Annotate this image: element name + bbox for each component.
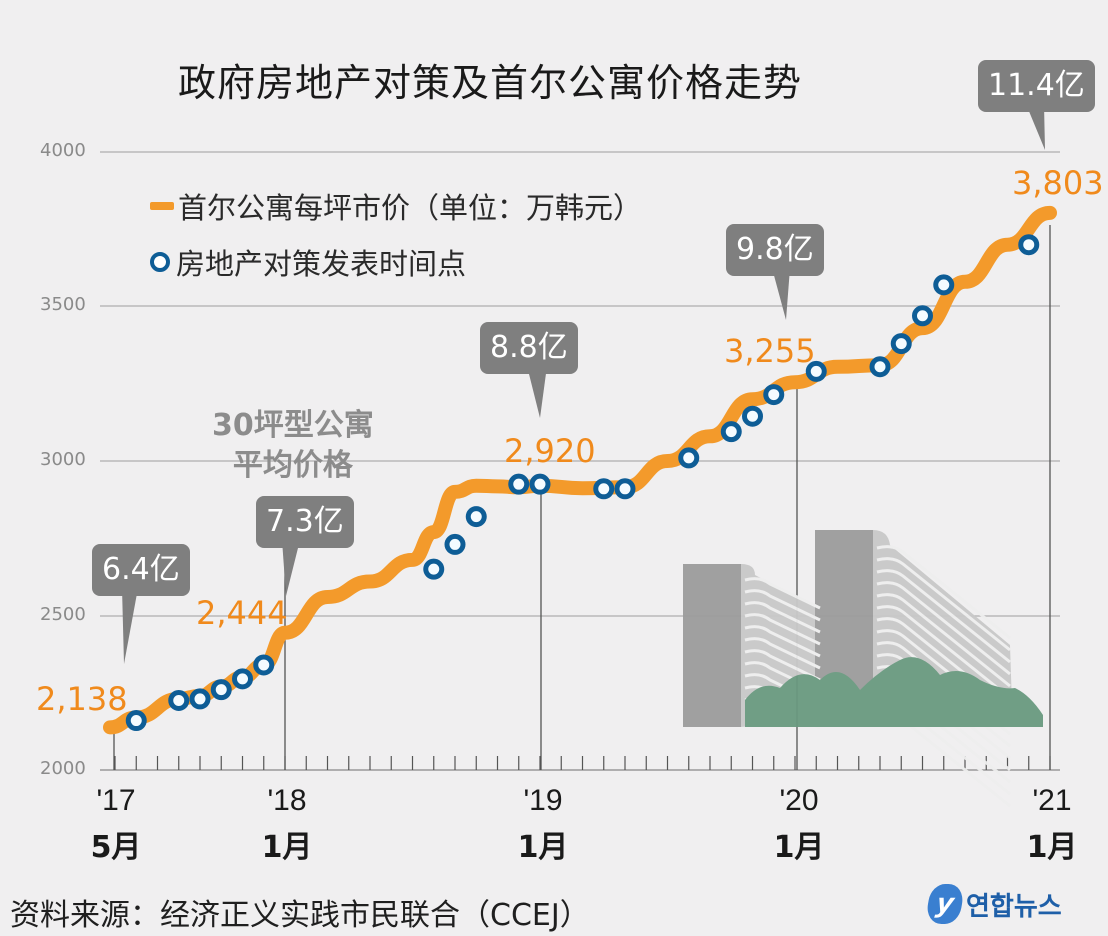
policy-marker <box>678 447 700 469</box>
callout-11-4: 11.4亿 <box>978 60 1095 112</box>
policy-marker <box>720 421 742 443</box>
x-tick-year: '19 <box>523 784 563 817</box>
policy-marker <box>763 384 785 406</box>
policy-marker <box>444 533 466 555</box>
policy-marker <box>1018 234 1040 256</box>
callout-9-8: 9.8亿 <box>726 224 824 276</box>
legend-item-price: 首尔公寓每坪市价（单位：万韩元） <box>150 178 642 234</box>
x-tick-month: 5月 <box>90 830 142 865</box>
value-label-3255: 3,255 <box>724 332 816 370</box>
x-tick-month: 1月 <box>773 830 825 865</box>
policy-marker <box>210 679 232 701</box>
policy-marker <box>869 356 891 378</box>
legend: 首尔公寓每坪市价（单位：万韩元） 房地产对策发表时间点 <box>150 178 642 290</box>
x-tick-2019-01: '19 1月 <box>503 784 583 866</box>
callout-pointers <box>122 104 1045 664</box>
callout-7-3: 7.3亿 <box>256 496 354 548</box>
y-tick-3500: 3500 <box>40 294 86 315</box>
x-tick-2018-01: '18 1月 <box>247 784 327 866</box>
callout-8-8: 8.8亿 <box>480 322 578 374</box>
policy-marker <box>742 405 763 427</box>
policy-marker <box>933 274 955 296</box>
policy-markers <box>125 234 1040 732</box>
apartment-illustration <box>683 530 1043 808</box>
yonhap-logo: y 연합뉴스 <box>924 884 1062 924</box>
policy-marker <box>912 305 933 327</box>
value-label-2920: 2,920 <box>504 432 596 470</box>
policy-marker <box>253 654 275 676</box>
x-tick-month: 1月 <box>517 830 569 865</box>
note-line-1: 30坪型公寓 <box>212 408 374 443</box>
source-text: 资料来源：经济正义实践市民联合（CCEJ） <box>10 898 590 933</box>
x-tick-month: 1月 <box>261 830 313 865</box>
logo-text: 연합뉴스 <box>966 891 1062 922</box>
x-tick-2017-05: '17 5月 <box>76 784 156 866</box>
month-ticks <box>114 756 1051 770</box>
policy-marker <box>189 688 211 710</box>
policy-marker <box>168 689 190 711</box>
x-tick-month: 1月 <box>1026 830 1078 865</box>
value-label-2138: 2,138 <box>36 680 128 718</box>
policy-marker <box>508 473 530 495</box>
x-tick-year: '18 <box>267 784 307 817</box>
logo-icon: y <box>924 884 966 924</box>
grid-lines <box>100 151 1060 771</box>
policy-marker <box>593 478 615 500</box>
y-tick-3000: 3000 <box>40 449 86 470</box>
legend-item-policy: 房地产对策发表时间点 <box>150 234 642 290</box>
value-label-3803: 3,803 <box>1012 164 1104 202</box>
x-tick-year: '17 <box>96 784 136 817</box>
y-tick-4000: 4000 <box>40 140 86 161</box>
legend-label-price: 首尔公寓每坪市价（单位：万韩元） <box>178 191 643 225</box>
circle-marker-icon <box>150 252 170 272</box>
x-tick-year: '21 <box>1032 784 1072 817</box>
legend-label-policy: 房地产对策发表时间点 <box>176 247 467 281</box>
policy-marker <box>125 710 147 732</box>
x-tick-year: '20 <box>779 784 819 817</box>
chart-title: 政府房地产对策及首尔公寓价格走势 <box>177 61 802 105</box>
y-tick-2500: 2500 <box>40 604 86 625</box>
x-tick-2020-01: '20 1月 <box>759 784 839 866</box>
y-tick-2000: 2000 <box>40 758 86 779</box>
policy-marker <box>890 333 912 355</box>
policy-marker <box>805 360 827 382</box>
policy-marker <box>423 558 445 580</box>
line-swatch-icon <box>150 202 174 210</box>
x-tick-2021-01: '21 1月 <box>1012 784 1092 866</box>
policy-marker <box>614 478 636 500</box>
callout-6-4: 6.4亿 <box>92 544 190 596</box>
note-line-2: 平均价格 <box>232 448 353 483</box>
policy-marker <box>232 668 253 690</box>
policy-marker <box>529 473 551 495</box>
policy-marker <box>465 506 487 528</box>
annotation-note: 30坪型公寓 平均价格 <box>212 406 374 486</box>
value-label-2444: 2,444 <box>196 594 288 632</box>
